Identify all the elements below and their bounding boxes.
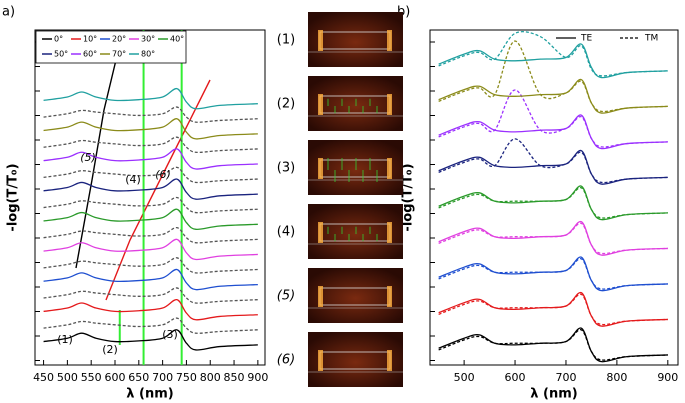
curve (43, 208, 258, 231)
x-axis-label: λ (nm) (530, 387, 577, 402)
tm-curve (438, 329, 668, 361)
axes-frame (34, 29, 266, 366)
tm-curve (438, 222, 668, 255)
te-curve (438, 78, 668, 114)
tm-curve (438, 31, 668, 77)
dashed-curve (43, 257, 258, 274)
hot-spot (318, 286, 323, 307)
hot-spot (387, 350, 392, 371)
x-tick-label: 700 (555, 371, 576, 384)
curve (43, 329, 258, 351)
tm-curve (438, 40, 668, 113)
x-tick-label: 900 (657, 371, 678, 384)
x-tick-label: 500 (57, 371, 78, 384)
panel-label: a) (2, 5, 15, 20)
hot-spot (387, 222, 392, 243)
legend-label: 0° (54, 35, 63, 44)
x-tick-label: 800 (606, 371, 627, 384)
hot-spot (387, 94, 392, 115)
x-tick-label: 900 (247, 371, 268, 384)
dashed-curve (43, 196, 258, 214)
trend-line (75, 59, 117, 269)
te-curve (438, 114, 668, 150)
curve (43, 238, 258, 261)
te-curve (438, 256, 668, 292)
x-tick-label: 800 (200, 371, 221, 384)
legend-label: TE (580, 34, 592, 44)
legend-label: 40° (170, 35, 184, 44)
dashed-curve (43, 317, 258, 334)
x-tick-label: 450 (33, 371, 54, 384)
te-curve (438, 43, 668, 79)
image-label: (6) (277, 353, 295, 368)
hot-spot (387, 30, 392, 51)
legend-label: TM (644, 34, 658, 44)
x-tick-label: 600 (105, 371, 126, 384)
x-tick-label: 700 (152, 371, 173, 384)
x-tick-label: 500 (454, 371, 475, 384)
curve (43, 178, 258, 200)
tm-curve (438, 187, 668, 219)
hot-spot (318, 222, 323, 243)
axes-frame (429, 29, 679, 366)
hot-spot (318, 94, 323, 115)
legend-label: 80° (141, 50, 155, 59)
annotation: (3) (162, 328, 178, 341)
tm-curve (438, 293, 668, 326)
x-tick-label: 850 (224, 371, 245, 384)
hot-spot (387, 286, 392, 307)
legend-label: 50° (54, 50, 68, 59)
image-label: (5) (277, 289, 295, 304)
dashed-curve (43, 166, 258, 184)
annotation: (1) (57, 333, 73, 346)
x-tick-label: 600 (505, 371, 526, 384)
legend-label: 30° (141, 35, 155, 44)
image-label: (2) (277, 97, 295, 112)
annotation: (5) (80, 151, 96, 164)
image-label: (3) (277, 161, 295, 176)
curve (43, 299, 258, 321)
tm-curve (438, 138, 668, 184)
te-curve (438, 291, 668, 327)
hot-spot (318, 30, 323, 51)
te-curve (438, 327, 668, 363)
image-label: (1) (277, 33, 295, 48)
curve (43, 87, 258, 110)
dashed-curve (43, 136, 258, 154)
legend-box (35, 30, 187, 64)
legend-label: 20° (112, 35, 126, 44)
legend-label: 60° (83, 50, 97, 59)
tm-curve (438, 258, 668, 290)
annotation: (6) (155, 168, 171, 181)
curve (43, 118, 258, 140)
legend-label: 10° (83, 35, 97, 44)
dashed-curve (43, 106, 258, 123)
annotation: (2) (102, 343, 118, 356)
hot-spot (318, 350, 323, 371)
y-axis-label: -log(T/T₀) (6, 163, 21, 231)
legend-label: 70° (112, 50, 126, 59)
curve (43, 268, 258, 291)
dashed-curve (43, 226, 258, 244)
hot-spot (387, 158, 392, 179)
te-curve (438, 185, 668, 221)
te-curve (438, 149, 668, 185)
x-tick-label: 750 (176, 371, 197, 384)
dashed-curve (43, 287, 258, 304)
image-label: (4) (277, 225, 295, 240)
trend-line (105, 79, 211, 301)
x-tick-label: 550 (81, 371, 102, 384)
annotation: (4) (125, 173, 141, 186)
x-axis-label: λ (nm) (126, 387, 173, 402)
x-tick-label: 650 (128, 371, 149, 384)
y-axis-label: -log(T/T₀) (401, 163, 416, 231)
hot-spot (318, 158, 323, 179)
tm-curve (438, 89, 668, 148)
curve (43, 148, 258, 170)
te-curve (438, 220, 668, 256)
